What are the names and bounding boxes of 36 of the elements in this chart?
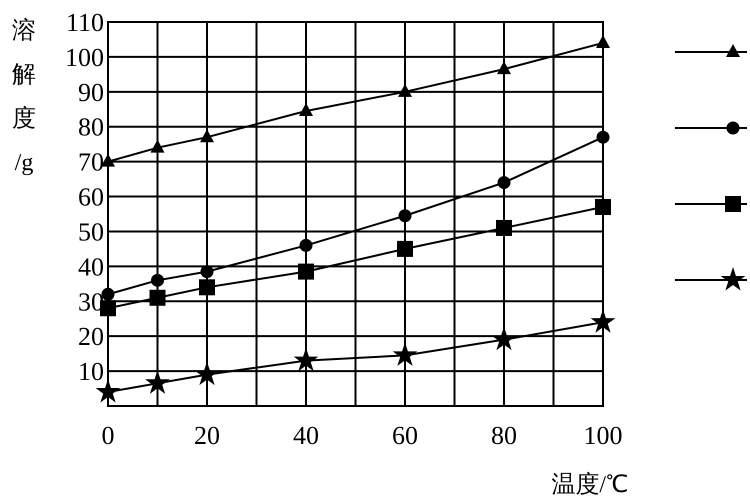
point [200, 129, 214, 142]
y-tick-label: 20 [78, 322, 104, 352]
point [595, 199, 611, 216]
point [199, 279, 215, 296]
x-tick-label: 0 [102, 421, 114, 450]
point [398, 84, 412, 97]
y-tick-label: 70 [78, 148, 104, 177]
point [150, 290, 166, 306]
point [150, 140, 164, 153]
point [200, 265, 214, 278]
y-tick-label: 10 [78, 357, 104, 386]
point [498, 176, 510, 190]
x-tick-label: 80 [491, 421, 517, 450]
point [397, 240, 413, 257]
x-tick-label: 60 [392, 421, 418, 450]
y-tick-label: 40 [78, 252, 104, 282]
y-tick-label: 90 [78, 78, 104, 107]
point [102, 288, 114, 301]
y-axis-title: 溶解度/g [12, 17, 36, 176]
point [398, 209, 412, 222]
point [496, 220, 512, 236]
point [596, 130, 610, 144]
point [299, 103, 313, 116]
x-axis-title: 温度/℃ [551, 471, 628, 498]
point [298, 264, 314, 280]
y-tick-label: 80 [78, 112, 104, 142]
y-tick-label: 60 [78, 182, 104, 212]
point [497, 61, 511, 74]
y-tick-label: 100 [65, 42, 104, 72]
point [300, 238, 312, 252]
point [151, 274, 164, 287]
x-tick-label: 40 [293, 421, 319, 450]
y-tick-label: 110 [66, 8, 104, 37]
x-tick-label: 100 [584, 421, 622, 450]
x-tick-label: 20 [194, 421, 220, 450]
y-tick-label: 50 [78, 217, 104, 246]
